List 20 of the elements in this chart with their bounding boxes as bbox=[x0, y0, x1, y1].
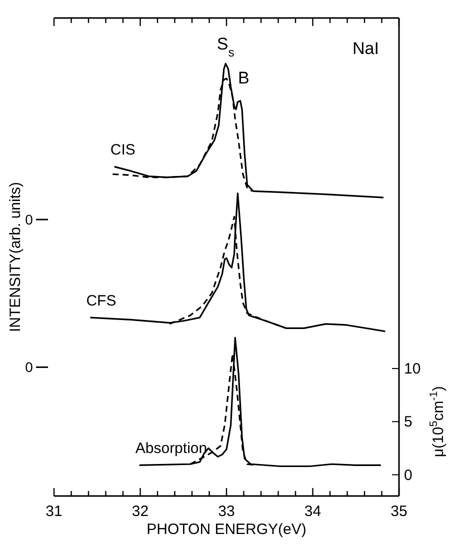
y-tick-label: 0 bbox=[404, 466, 412, 484]
annotation: NaI bbox=[352, 39, 379, 58]
series-label: CIS bbox=[110, 142, 136, 159]
line-series bbox=[89, 192, 386, 332]
series-label: CFS bbox=[86, 292, 116, 310]
text: 0 bbox=[25, 212, 34, 228]
y-tick-label: 5 bbox=[404, 414, 412, 431]
text: 0 bbox=[25, 359, 34, 376]
line-series bbox=[168, 216, 287, 329]
x-tick-label: 33 bbox=[218, 503, 235, 520]
x-tick-label: 31 bbox=[46, 503, 62, 520]
y-tick-label: 10 bbox=[404, 360, 421, 378]
annotation: S$_{s}$ bbox=[216, 34, 234, 60]
x-axis-title: PHOTON ENERGY(eV) bbox=[146, 521, 306, 538]
x-tick-label: 35 bbox=[390, 503, 408, 520]
text: INTENSITY(arb. units) bbox=[7, 182, 24, 332]
annotation: B bbox=[238, 68, 250, 88]
x-tick-label: 34 bbox=[304, 503, 322, 520]
x-tick-label: 32 bbox=[132, 503, 149, 520]
series-label: Absorption bbox=[135, 440, 208, 458]
